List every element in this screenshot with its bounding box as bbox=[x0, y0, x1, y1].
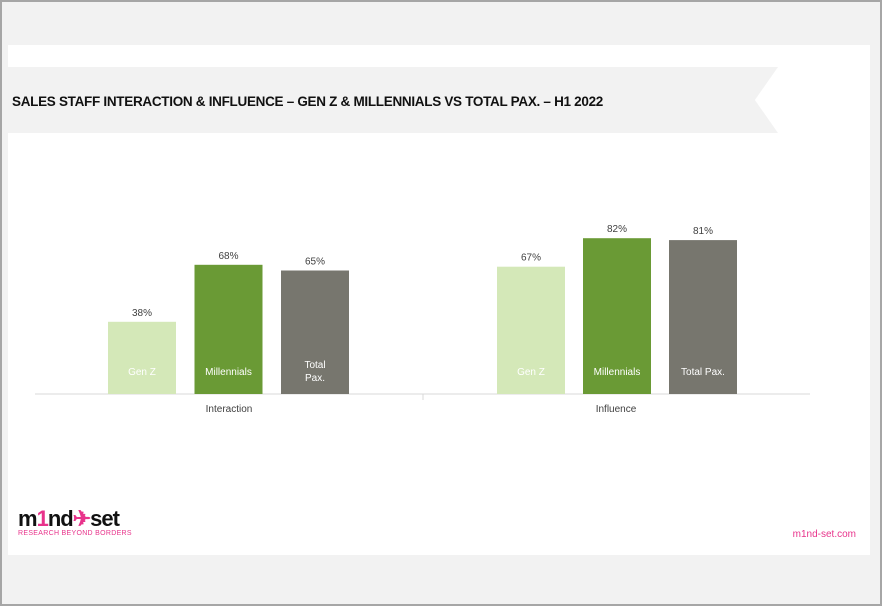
bar-inner-label: Gen Z bbox=[517, 367, 545, 378]
category-label: Interaction bbox=[206, 404, 253, 415]
logo-tagline: RESEARCH BEYOND BORDERS bbox=[18, 530, 132, 537]
bar-inner-label: Pax. bbox=[305, 373, 325, 384]
bar-inner-label: Millennials bbox=[594, 367, 641, 378]
bar-total-pax--interaction bbox=[281, 270, 349, 394]
data-label: 65% bbox=[305, 257, 325, 268]
data-label: 68% bbox=[218, 251, 238, 262]
slide-title: SALES STAFF INTERACTION & INFLUENCE – GE… bbox=[12, 94, 604, 109]
slide: SALES STAFF INTERACTION & INFLUENCE – GE… bbox=[8, 45, 870, 555]
website-link[interactable]: m1nd-set.com bbox=[792, 529, 856, 540]
bar-gen-z-influence bbox=[497, 266, 565, 394]
bar-inner-label: Gen Z bbox=[128, 367, 156, 378]
title-banner bbox=[8, 67, 778, 133]
bar-gen-z-interaction bbox=[108, 321, 176, 394]
bar-total-pax--influence bbox=[669, 240, 737, 394]
bar-millennials-influence bbox=[583, 238, 651, 394]
category-label: Influence bbox=[596, 404, 637, 415]
data-label: 81% bbox=[693, 226, 713, 237]
mindset-logo: m1nd✈set RESEARCH BEYOND BORDERS bbox=[18, 506, 132, 537]
bar-inner-label: Total Pax. bbox=[681, 367, 725, 378]
data-label: 67% bbox=[521, 253, 541, 264]
bar-millennials-interaction bbox=[194, 264, 263, 394]
bar-inner-label: Millennials bbox=[205, 367, 252, 378]
bar-inner-label: Total bbox=[304, 360, 325, 371]
data-label: 38% bbox=[132, 308, 152, 319]
data-label: 82% bbox=[607, 224, 627, 235]
